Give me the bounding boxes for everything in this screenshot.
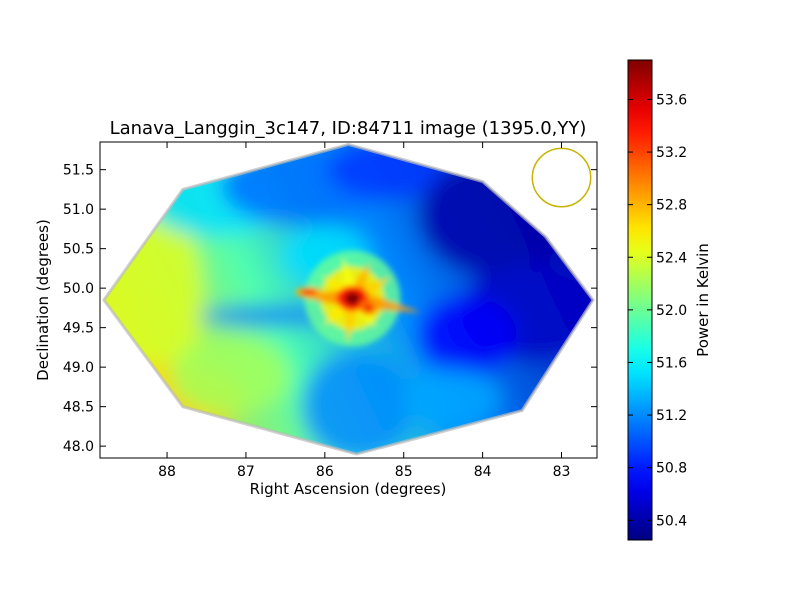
colorbar-tick-label: 52.0 (656, 303, 687, 319)
source-core (301, 289, 318, 296)
beam-circle (531, 147, 592, 208)
heatmap-region (401, 368, 502, 429)
x-axis: 88 87 86 85 84 83 (158, 142, 570, 480)
y-tick-label: 50.0 (63, 281, 94, 297)
colorbar-tick-label: 51.2 (656, 408, 687, 424)
x-tick-label: 87 (237, 464, 255, 480)
heatmap-region (199, 305, 340, 326)
colorbar-tick-label: 50.4 (656, 513, 687, 529)
y-tick-label: 50.5 (63, 242, 94, 258)
y-tick-label: 48.5 (63, 400, 94, 416)
x-tick-label: 86 (316, 464, 334, 480)
colorbar-label: Power in Kelvin (694, 243, 712, 357)
colorbar-tick-label: 50.8 (656, 461, 687, 477)
footprint-edge (102, 142, 595, 456)
colorbar: 50.4 50.8 51.2 51.6 52.0 52.4 52.8 53.2 53.6 Pow… (627, 59, 712, 541)
x-tick-label: 83 (553, 464, 571, 480)
source-core (363, 304, 373, 312)
heatmap-region (301, 351, 412, 455)
colorbar-tick-label: 53.6 (656, 92, 687, 108)
chart-title: Lanava_Langgin_3c147, ID:84711 image (13… (110, 118, 587, 139)
y-tick-label: 49.5 (63, 321, 94, 337)
y-axis-label: Declination (degrees) (34, 219, 52, 381)
colorbar-tick-label: 52.8 (656, 198, 687, 214)
x-tick-label: 85 (395, 464, 413, 480)
x-tick-label: 88 (158, 464, 176, 480)
x-tick-label: 84 (474, 464, 492, 480)
heatmap-region (416, 295, 517, 376)
x-axis-label: Right Ascension (degrees) (250, 480, 447, 498)
y-tick-label: 48.0 (63, 439, 94, 455)
source-core (344, 292, 361, 305)
plot-frame (99, 141, 598, 459)
colorbar-gradient (627, 59, 653, 541)
colorbar-tick-label: 52.4 (656, 250, 687, 266)
y-tick-label: 51.0 (63, 202, 94, 218)
colorbar-ticks: 50.4 50.8 51.2 51.6 52.0 52.4 52.8 53.2 53.6 (628, 92, 687, 529)
heatmap-region (170, 335, 291, 416)
y-tick-label: 51.5 (63, 163, 94, 179)
heatmap-image (102, 142, 595, 456)
y-axis: 48.0 48.5 49.0 49.5 50.0 50.5 51.0 51.5 (63, 163, 597, 455)
colorbar-tick-label: 51.6 (656, 355, 687, 371)
heatmap-region (418, 157, 579, 278)
y-tick-label: 49.0 (63, 360, 94, 376)
colorbar-tick-label: 53.2 (656, 145, 687, 161)
